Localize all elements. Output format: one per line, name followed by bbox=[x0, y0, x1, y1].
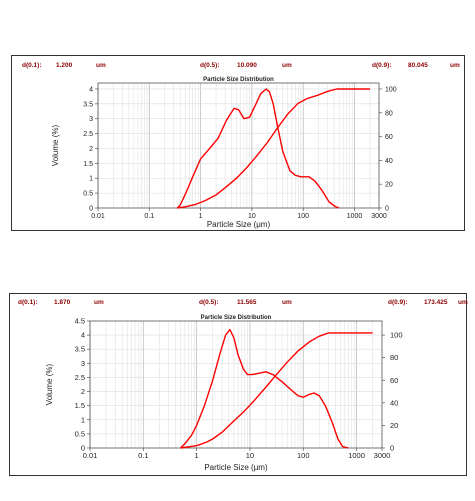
d10-label: d(0.1): bbox=[22, 62, 42, 69]
y2-tick-label: 40 bbox=[385, 158, 393, 165]
y-tick-label: 0.5 bbox=[75, 429, 85, 438]
x-tick-label: 0.1 bbox=[138, 451, 148, 460]
y2-tick-label: 20 bbox=[390, 421, 398, 430]
x-tick-label: 1000 bbox=[347, 213, 363, 220]
x-tick-label: 1 bbox=[199, 213, 203, 220]
d90-unit: um bbox=[458, 299, 468, 306]
x-tick-label: 3000 bbox=[371, 213, 387, 220]
x-tick-label: 0.01 bbox=[91, 213, 105, 220]
y-tick-label: 2 bbox=[81, 387, 85, 396]
y-tick-label: 1 bbox=[89, 176, 93, 183]
y-tick-label: 2.5 bbox=[75, 373, 85, 382]
chart-title: Particle Size Distribution bbox=[203, 77, 274, 83]
y2-tick-label: 40 bbox=[390, 398, 398, 407]
psd-chart-1: Particle Size Distribution 0 0.5 1 1.5 2 2.5 3 3… bbox=[51, 77, 397, 229]
x-tick-label: 3000 bbox=[374, 451, 391, 460]
d10-unit: um bbox=[96, 62, 106, 69]
d90-label: d(0.9): bbox=[388, 299, 408, 306]
x-tick-label: 100 bbox=[297, 213, 309, 220]
y-axis-label: Volume (%) bbox=[51, 124, 60, 166]
d50-value: 11.565 bbox=[237, 299, 257, 306]
y-tick-label: 1 bbox=[81, 415, 85, 424]
cumulative-volume-line bbox=[180, 332, 373, 449]
x-tick-label: 100 bbox=[297, 451, 310, 460]
volume-density-line bbox=[180, 328, 349, 449]
d90-value: 173.425 bbox=[424, 299, 448, 306]
x-tick-label: 1 bbox=[195, 451, 199, 460]
volume-density-line bbox=[176, 88, 340, 209]
y2-tick-label: 0 bbox=[390, 444, 394, 453]
d50-unit: um bbox=[282, 62, 292, 69]
d10-unit: um bbox=[94, 299, 104, 306]
y2-tick-label: 100 bbox=[385, 86, 397, 93]
d90-label: d(0.9): bbox=[372, 62, 392, 69]
y-tick-label: 3.5 bbox=[75, 345, 85, 354]
x-tick-label: 0.1 bbox=[144, 213, 154, 220]
y2-tick-label: 20 bbox=[385, 182, 393, 189]
y-tick-label: 3.5 bbox=[83, 101, 93, 108]
y2-tick-label: 80 bbox=[385, 110, 393, 117]
y-tick-label: 0.5 bbox=[83, 191, 93, 198]
x-tick-label: 10 bbox=[246, 451, 254, 460]
y-tick-label: 3 bbox=[89, 116, 93, 123]
y-tick-label: 4 bbox=[81, 331, 85, 340]
x-axis-label: Particle Size (μm) bbox=[207, 220, 271, 229]
psd-report-panel-1: d(0.1): 1.200 um d(0.5): 10.090 um d(0.9… bbox=[11, 55, 465, 231]
plot-frame bbox=[89, 320, 383, 449]
y-tick-label: 2 bbox=[89, 146, 93, 153]
y-tick-label: 4 bbox=[89, 86, 93, 93]
d10-value: 1.200 bbox=[56, 62, 73, 69]
y-tick-label: 0 bbox=[89, 206, 93, 213]
y2-tick-label: 60 bbox=[390, 376, 398, 385]
y-tick-label: 2.5 bbox=[83, 131, 93, 138]
d90-unit: um bbox=[450, 62, 460, 69]
d10-label: d(0.1): bbox=[18, 299, 38, 306]
x-tick-label: 0.01 bbox=[83, 451, 98, 460]
y2-tick-label: 0 bbox=[385, 206, 389, 213]
x-tick-label: 1000 bbox=[348, 451, 365, 460]
psd-report-panel-2: d(0.1): 1.870 um d(0.5): 11.565 um d(0.9… bbox=[9, 293, 468, 476]
x-tick-label: 10 bbox=[248, 213, 256, 220]
y-tick-label: 1.5 bbox=[75, 401, 85, 410]
d50-unit: um bbox=[282, 299, 292, 306]
y-axis-label: Volume (%) bbox=[45, 363, 54, 405]
y2-tick-label: 100 bbox=[390, 331, 403, 340]
y2-tick-label: 80 bbox=[390, 353, 398, 362]
d90-value: 80.045 bbox=[408, 62, 428, 69]
d50-label: d(0.5): bbox=[199, 299, 219, 306]
d10-value: 1.870 bbox=[54, 299, 71, 306]
y-tick-label: 0 bbox=[81, 444, 85, 453]
d50-label: d(0.5): bbox=[200, 62, 220, 69]
chart-title: Particle Size Distribution bbox=[201, 315, 272, 321]
plot-frame bbox=[97, 82, 380, 209]
x-axis-label: Particle Size (μm) bbox=[204, 463, 268, 472]
y-tick-label: 1.5 bbox=[83, 161, 93, 168]
psd-chart-2: Particle Size Distribution 0 0.5 1 1.5 2 2.5 3 3… bbox=[45, 315, 403, 472]
y-tick-label: 3 bbox=[81, 359, 85, 368]
y-tick-label: 4.5 bbox=[75, 317, 85, 326]
y2-tick-label: 60 bbox=[385, 134, 393, 141]
d50-value: 10.090 bbox=[237, 62, 257, 69]
cumulative-volume-line bbox=[177, 88, 370, 209]
